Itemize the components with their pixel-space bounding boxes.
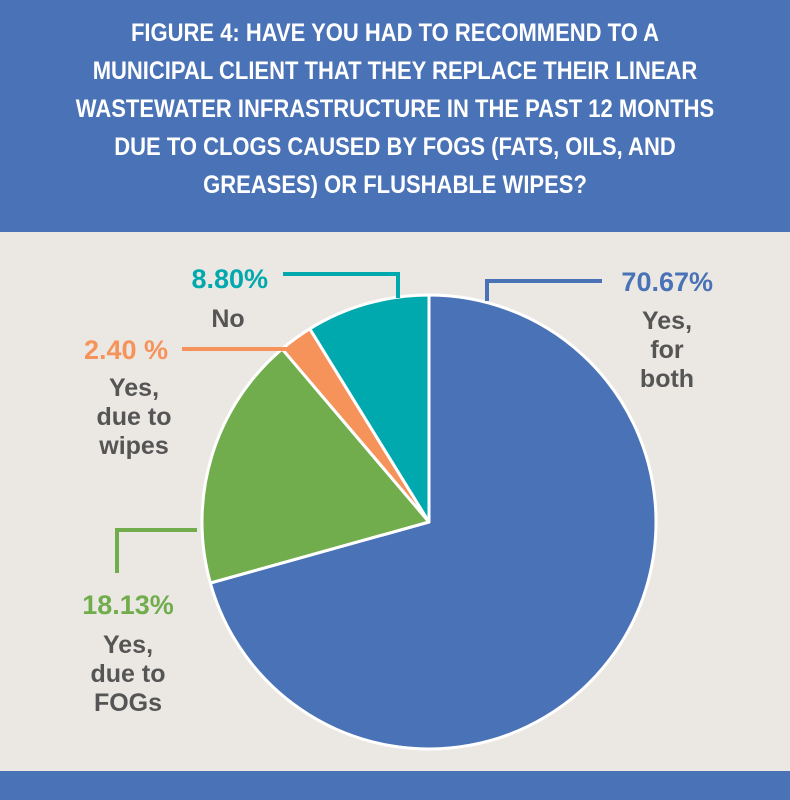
footer-bar bbox=[0, 771, 790, 800]
data-label-yes-due-to-fogs: 18.13% bbox=[82, 590, 174, 620]
category-label-yes-due-to-wipes: Yes, bbox=[109, 374, 159, 402]
category-label-yes-due-to-wipes: wipes bbox=[98, 432, 168, 460]
category-label-yes-due-to-fogs: FOGs bbox=[94, 689, 162, 717]
category-label-no: No bbox=[211, 305, 244, 333]
category-label-yes-due-to-fogs: Yes, bbox=[103, 631, 153, 659]
category-label-yes-for-both: for bbox=[650, 336, 684, 364]
pie-slice-no bbox=[308, 293, 431, 524]
header-banner: FIGURE 4: HAVE YOU HAD TO RECOMMEND TO A… bbox=[0, 0, 790, 232]
data-label-yes-for-both: 70.67% bbox=[621, 267, 713, 297]
category-label-yes-for-both: Yes, bbox=[642, 307, 692, 335]
chart-title: FIGURE 4: HAVE YOU HAD TO RECOMMEND TO A… bbox=[75, 19, 715, 199]
pie-slice-yes-for-both bbox=[208, 293, 658, 751]
leader-line-yes-due-to-fogs bbox=[115, 528, 197, 573]
pie-slice-yes-due-to-fogs bbox=[200, 347, 431, 585]
category-label-yes-for-both: both bbox=[640, 365, 694, 393]
data-label-yes-due-to-wipes: 2.40 % bbox=[84, 335, 168, 365]
category-label-yes-due-to-wipes: due to bbox=[97, 403, 172, 431]
data-label-no: 8.80% bbox=[191, 264, 268, 294]
leader-line-yes-for-both bbox=[485, 279, 602, 301]
category-label-yes-due-to-fogs: due to bbox=[91, 660, 166, 688]
leader-line-no bbox=[283, 272, 400, 298]
